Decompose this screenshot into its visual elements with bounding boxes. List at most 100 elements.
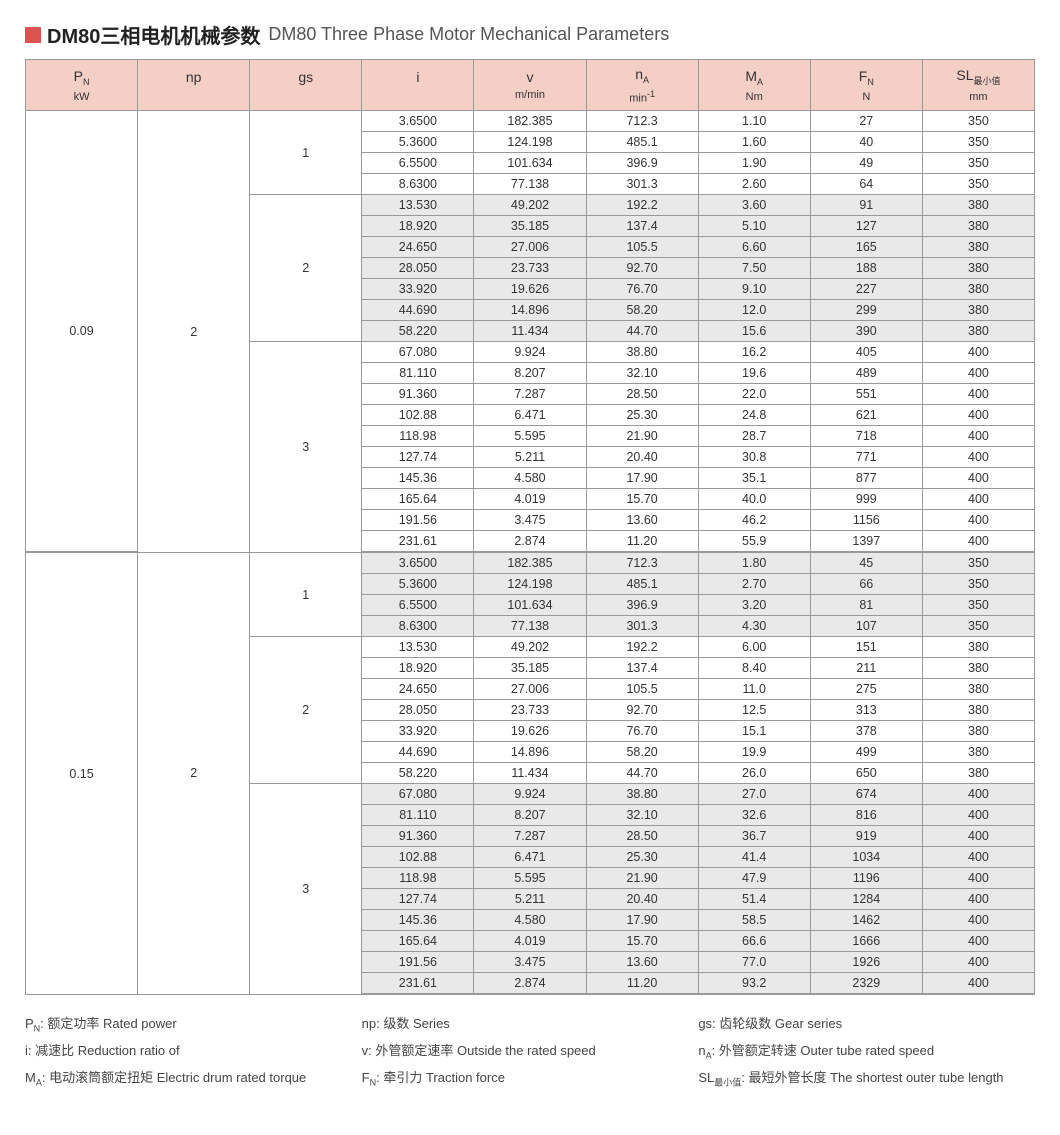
column-header: np [138, 60, 250, 111]
data-cell: 2329 [810, 973, 922, 995]
data-cell: 47.9 [698, 868, 810, 889]
data-cell: 27.006 [474, 679, 586, 700]
data-cell: 19.9 [698, 742, 810, 763]
data-cell: 350 [922, 574, 1034, 595]
data-cell: 11.20 [586, 973, 698, 995]
data-cell: 14.896 [474, 742, 586, 763]
data-cell: 58.220 [362, 321, 474, 342]
data-cell: 712.3 [586, 111, 698, 132]
data-cell: 124.198 [474, 132, 586, 153]
page-title: DM80三相电机机械参数 DM80 Three Phase Motor Mech… [25, 20, 1035, 49]
data-cell: 165.64 [362, 931, 474, 952]
table-row: 0.09213.6500182.385712.31.1027350 [26, 111, 1035, 132]
np-cell: 2 [138, 111, 250, 553]
data-cell: 400 [922, 363, 1034, 384]
data-cell: 19.626 [474, 279, 586, 300]
data-cell: 145.36 [362, 468, 474, 489]
data-cell: 400 [922, 973, 1034, 995]
data-cell: 24.8 [698, 405, 810, 426]
data-cell: 350 [922, 616, 1034, 637]
data-cell: 35.185 [474, 216, 586, 237]
legend-item: v: 外管额定速率 Outside the rated speed [362, 1040, 699, 1061]
data-cell: 101.634 [474, 595, 586, 616]
data-cell: 19.626 [474, 721, 586, 742]
data-cell: 2.60 [698, 174, 810, 195]
data-cell: 26.0 [698, 763, 810, 784]
data-cell: 105.5 [586, 237, 698, 258]
data-cell: 396.9 [586, 595, 698, 616]
title-chinese: DM80三相电机机械参数 [47, 20, 260, 49]
data-cell: 919 [810, 826, 922, 847]
title-square-icon [25, 27, 41, 43]
data-cell: 66.6 [698, 931, 810, 952]
data-cell: 380 [922, 679, 1034, 700]
data-cell: 77.0 [698, 952, 810, 973]
data-cell: 499 [810, 742, 922, 763]
data-cell: 17.90 [586, 910, 698, 931]
data-cell: 350 [922, 153, 1034, 174]
title-english: DM80 Three Phase Motor Mechanical Parame… [268, 24, 669, 45]
data-cell: 91.360 [362, 384, 474, 405]
data-cell: 21.90 [586, 868, 698, 889]
data-cell: 6.5500 [362, 595, 474, 616]
data-cell: 380 [922, 742, 1034, 763]
data-cell: 4.580 [474, 468, 586, 489]
data-cell: 101.634 [474, 153, 586, 174]
gs-cell: 1 [250, 552, 362, 637]
data-cell: 400 [922, 531, 1034, 553]
data-cell: 299 [810, 300, 922, 321]
data-cell: 41.4 [698, 847, 810, 868]
column-header: i [362, 60, 474, 111]
data-cell: 400 [922, 468, 1034, 489]
data-cell: 32.10 [586, 363, 698, 384]
data-cell: 58.5 [698, 910, 810, 931]
data-cell: 400 [922, 910, 1034, 931]
data-cell: 712.3 [586, 552, 698, 574]
data-cell: 81 [810, 595, 922, 616]
data-cell: 24.650 [362, 237, 474, 258]
data-cell: 485.1 [586, 574, 698, 595]
data-cell: 4.019 [474, 489, 586, 510]
data-cell: 19.6 [698, 363, 810, 384]
column-header: PNkW [26, 60, 138, 111]
column-header: SL最小值mm [922, 60, 1034, 111]
data-cell: 621 [810, 405, 922, 426]
data-cell: 5.595 [474, 868, 586, 889]
data-cell: 5.3600 [362, 574, 474, 595]
data-cell: 6.471 [474, 405, 586, 426]
data-cell: 91 [810, 195, 922, 216]
data-cell: 40.0 [698, 489, 810, 510]
data-cell: 118.98 [362, 426, 474, 447]
data-cell: 718 [810, 426, 922, 447]
data-cell: 137.4 [586, 658, 698, 679]
column-header: vm/min [474, 60, 586, 111]
gs-cell: 2 [250, 637, 362, 784]
data-cell: 1.80 [698, 552, 810, 574]
data-cell: 92.70 [586, 700, 698, 721]
data-cell: 191.56 [362, 510, 474, 531]
data-cell: 22.0 [698, 384, 810, 405]
legend-item: SL最小值: 最短外管长度 The shortest outer tube le… [698, 1067, 1035, 1089]
data-cell: 5.211 [474, 889, 586, 910]
data-cell: 8.6300 [362, 616, 474, 637]
data-cell: 400 [922, 426, 1034, 447]
data-cell: 28.50 [586, 384, 698, 405]
data-cell: 64 [810, 174, 922, 195]
data-cell: 380 [922, 300, 1034, 321]
data-cell: 1156 [810, 510, 922, 531]
data-cell: 38.80 [586, 342, 698, 363]
data-cell: 380 [922, 237, 1034, 258]
data-cell: 11.20 [586, 531, 698, 553]
pn-cell: 0.09 [26, 111, 138, 553]
data-cell: 9.10 [698, 279, 810, 300]
data-cell: 18.920 [362, 658, 474, 679]
data-cell: 67.080 [362, 784, 474, 805]
data-cell: 380 [922, 637, 1034, 658]
data-cell: 1034 [810, 847, 922, 868]
data-cell: 91.360 [362, 826, 474, 847]
data-cell: 145.36 [362, 910, 474, 931]
data-cell: 12.5 [698, 700, 810, 721]
data-cell: 15.6 [698, 321, 810, 342]
data-cell: 3.6500 [362, 552, 474, 574]
data-cell: 1.90 [698, 153, 810, 174]
